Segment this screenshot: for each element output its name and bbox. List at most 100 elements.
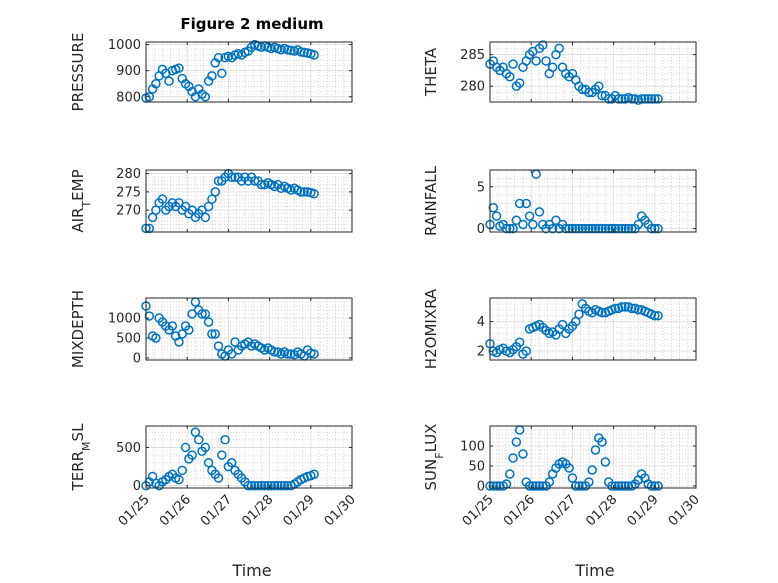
data-point (253, 480, 263, 491)
data-point (226, 349, 237, 359)
data-point (584, 223, 594, 234)
y-axis-label: TERRMSL (69, 423, 93, 492)
y-tick-label: 0 (477, 222, 485, 237)
subplot-3: 270 275 280 AIRTEMP (69, 167, 353, 234)
y-axis-label: SUNFLUX (422, 424, 446, 491)
data-point (580, 223, 591, 234)
data-point (561, 223, 571, 234)
data-point (524, 481, 535, 491)
figure-title: Figure 2 medium (180, 15, 323, 33)
data-point (613, 481, 624, 491)
data-point (207, 329, 217, 339)
data-point (528, 219, 538, 230)
axes-box (145, 41, 353, 103)
data-point (495, 481, 505, 491)
axes-box (145, 425, 353, 489)
data-point (620, 481, 630, 491)
x-tick-label: 01/28 (239, 492, 276, 529)
data-point (610, 223, 620, 234)
y-tick-label: 2 (477, 345, 485, 360)
data-point (620, 302, 630, 312)
data-point (508, 59, 518, 69)
data-point (309, 188, 319, 199)
data-point (650, 223, 660, 234)
data-point (521, 198, 532, 209)
subplot-6: 2 4 H2OMIXRA (422, 288, 697, 369)
data-point (620, 223, 630, 234)
data-point (600, 457, 611, 467)
y-axis-label-subscript: M (80, 441, 93, 451)
data-point (531, 481, 541, 491)
data-point (597, 308, 607, 318)
y-tick-label: 800 (116, 90, 141, 105)
data-point (226, 457, 237, 468)
subplot-4: 0 5 RAINFALL (422, 165, 697, 237)
axes-box (489, 41, 697, 103)
y-tick-label: 100 (460, 440, 485, 455)
data-point (603, 223, 614, 234)
data-point (213, 52, 224, 63)
data-point (610, 303, 620, 314)
data-point (623, 223, 634, 234)
data-point (587, 223, 597, 234)
data-point (508, 223, 518, 234)
y-axis-label: RAINFALL (422, 165, 440, 236)
data-point (187, 309, 197, 319)
data-point (144, 92, 155, 102)
data-point (626, 303, 637, 314)
data-point (518, 449, 528, 459)
data-point (524, 211, 535, 221)
data-point (511, 437, 522, 447)
data-point (653, 310, 663, 321)
data-point (151, 333, 161, 343)
data-point (197, 309, 207, 319)
data-point (282, 480, 293, 491)
data-point (190, 427, 201, 437)
data-point (518, 219, 528, 230)
data-point (528, 481, 538, 491)
data-point (246, 480, 257, 491)
y-axis-label: H2OMIXRA (422, 288, 440, 369)
data-point (584, 477, 594, 487)
data-point (590, 223, 601, 234)
y-axis-label: MIXDEPTH (69, 290, 87, 368)
data-point (184, 325, 194, 335)
data-point (200, 92, 211, 102)
y-axis-label: THETA (422, 47, 440, 97)
data-series (485, 169, 663, 234)
subplot-2: 280 285 THETA (422, 40, 697, 105)
x-tick-label: 01/29 (281, 492, 318, 529)
data-point (557, 319, 568, 330)
y-tick-label: 280 (460, 80, 485, 95)
data-point (299, 187, 309, 197)
x-tick-label: 01/25 (460, 492, 497, 529)
axes-box (489, 425, 697, 489)
data-point (617, 302, 627, 312)
axes-box (145, 169, 353, 233)
axes-box (489, 297, 697, 361)
y-axis-label: PRESSURE (69, 33, 87, 112)
data-point (574, 481, 584, 491)
y-axis-label-rest: EMP (69, 169, 87, 200)
y-tick-label: 0 (133, 352, 141, 367)
data-point (501, 223, 512, 234)
y-tick-label: 50 (468, 460, 485, 475)
y-tick-label: 285 (460, 48, 485, 63)
y-tick-label: 270 (116, 204, 141, 219)
data-point (276, 480, 286, 491)
data-point (505, 223, 515, 234)
data-point (508, 453, 518, 463)
y-axis-label-subscript: F (433, 452, 446, 458)
subplot-5: 0 500 1000 MIXDEPTH (69, 290, 353, 368)
data-point (577, 223, 588, 234)
data-point (177, 329, 188, 339)
data-point (653, 94, 663, 104)
data-point (273, 480, 283, 491)
y-tick-label: 0 (477, 480, 485, 495)
data-point (309, 469, 319, 479)
data-point (574, 309, 584, 319)
data-point (617, 481, 627, 491)
data-point (610, 481, 620, 491)
data-point (200, 442, 211, 453)
data-point (200, 212, 211, 223)
